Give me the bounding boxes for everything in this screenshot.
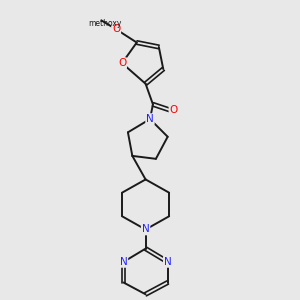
Text: O: O <box>169 105 178 115</box>
Text: O: O <box>118 58 126 68</box>
Text: N: N <box>164 257 172 267</box>
Text: N: N <box>142 224 149 235</box>
Text: methoxy: methoxy <box>88 19 122 28</box>
Text: N: N <box>120 257 128 267</box>
Text: N: N <box>146 114 154 124</box>
Text: O: O <box>112 24 120 34</box>
